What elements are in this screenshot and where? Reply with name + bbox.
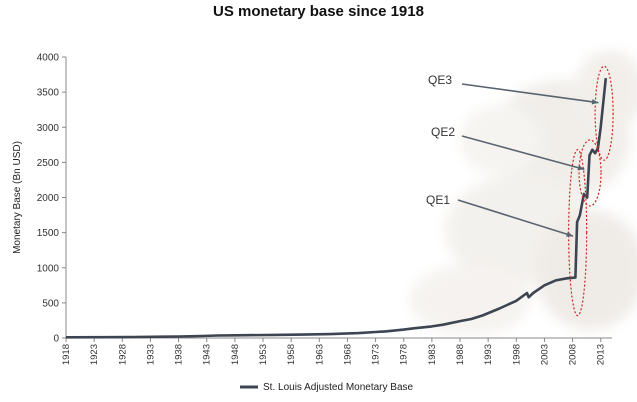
y-axis-label: Monetary Base (Bn USD) bbox=[12, 141, 23, 254]
y-tick-label: 1500 bbox=[37, 228, 60, 239]
y-tick-label: 500 bbox=[42, 298, 59, 309]
annotation-arrow-line bbox=[461, 83, 599, 104]
x-tick-label: 1933 bbox=[145, 344, 156, 365]
y-tick-label: 0 bbox=[53, 334, 59, 345]
annotations: QE1 QE2 QE3 bbox=[426, 65, 614, 317]
series-group bbox=[65, 77, 608, 339]
x-tick-label: 1953 bbox=[258, 344, 269, 365]
chart-title: US monetary base since 1918 bbox=[213, 3, 424, 20]
x-tick-label: 1963 bbox=[314, 344, 325, 365]
y-tick-label: 4000 bbox=[37, 53, 60, 64]
x-tick-label: 2003 bbox=[539, 344, 550, 365]
x-tick-label: 1938 bbox=[174, 344, 185, 365]
y-tick-label: 1000 bbox=[37, 263, 60, 274]
x-tick-label: 1983 bbox=[427, 344, 438, 365]
x-tick-label: 1958 bbox=[286, 344, 297, 365]
x-tick-label: 1943 bbox=[202, 344, 213, 365]
x-tick-label: 1948 bbox=[230, 344, 241, 365]
x-tick-label: 1928 bbox=[117, 344, 128, 365]
annotation-arrowhead bbox=[566, 231, 574, 237]
x-ticks: 1918 1923 1928 1933 1938 1943 1948 1953 1958 1963… bbox=[61, 338, 607, 365]
y-ticks: 0 500 1000 1500 2000 2500 3000 3500 4000 bbox=[37, 53, 66, 345]
annotation-label: QE3 bbox=[428, 73, 452, 87]
x-tick-label: 1993 bbox=[483, 344, 494, 365]
x-tick-label: 2008 bbox=[568, 344, 579, 365]
qe-highlight-ellipse bbox=[594, 65, 614, 161]
annotation-arrow-line bbox=[457, 199, 574, 237]
x-tick-label: 1918 bbox=[61, 344, 72, 365]
legend: St. Louis Adjusted Monetary Base bbox=[240, 382, 414, 393]
x-tick-label: 2013 bbox=[596, 344, 607, 365]
legend-label: St. Louis Adjusted Monetary Base bbox=[263, 382, 414, 393]
annotation-arrowhead bbox=[577, 165, 585, 171]
x-tick-label: 1978 bbox=[399, 344, 410, 365]
x-tick-label: 1923 bbox=[89, 344, 100, 365]
annotation-label: QE2 bbox=[431, 125, 455, 139]
series-line-0 bbox=[65, 77, 608, 339]
x-tick-label: 1973 bbox=[371, 344, 382, 365]
annotation-arrowhead bbox=[591, 99, 599, 105]
annotation-arrow-line bbox=[461, 135, 585, 171]
annotation-label: QE1 bbox=[426, 193, 450, 207]
y-tick-label: 3000 bbox=[37, 123, 60, 134]
y-tick-label: 2500 bbox=[37, 158, 60, 169]
x-tick-label: 1998 bbox=[511, 344, 522, 365]
y-tick-label: 2000 bbox=[37, 193, 60, 204]
y-tick-label: 3500 bbox=[37, 88, 60, 99]
qe-highlight-ellipse bbox=[578, 139, 602, 207]
x-tick-label: 1988 bbox=[455, 344, 466, 365]
x-tick-label: 1968 bbox=[342, 344, 353, 365]
